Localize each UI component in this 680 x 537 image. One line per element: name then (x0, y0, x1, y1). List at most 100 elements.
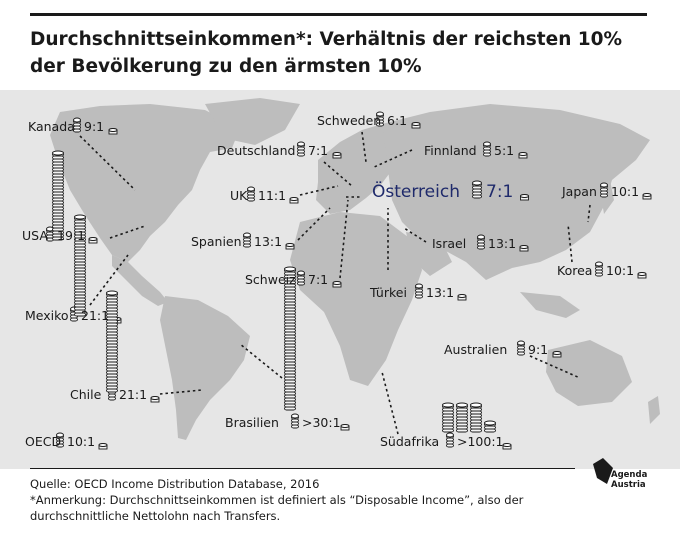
country-labels: Kanada 9:1 USA 19:1 Mexiko 21:1 Chile 21:1 Brasi… (22, 113, 639, 449)
label-stack-schweden (376, 111, 384, 127)
label-stack-japan (600, 182, 608, 198)
country-name-korea: Korea (557, 263, 592, 278)
country-name-brasilien: Brasilien (225, 415, 279, 430)
coin-deutschland (332, 152, 342, 159)
ratio-usa: 19:1 (57, 228, 85, 243)
label-stack-australien (517, 340, 525, 356)
big-stack-chile (106, 290, 118, 393)
coin-korea (637, 272, 647, 279)
big-stack-suedafrika-3 (470, 402, 482, 433)
connector-chile (159, 389, 203, 395)
country-name-finnland: Finnland (424, 143, 477, 158)
country-name-kanada: Kanada (28, 119, 75, 134)
source-text: Quelle: OECD Income Distribution Databas… (30, 477, 320, 491)
landmass-central-america (112, 255, 168, 306)
logo-line-1: Agenda (611, 470, 648, 480)
coin-oesterreich (520, 194, 529, 201)
world-map (50, 98, 660, 440)
ratio-australien: 9:1 (528, 342, 548, 357)
note-line-1: *Anmerkung: Durchschnittseinkommen ist d… (30, 493, 524, 507)
top-rule (30, 13, 647, 16)
ratio-oesterreich: 7:1 (486, 182, 513, 202)
coin-chile (150, 396, 160, 403)
coin-usa (88, 237, 98, 244)
country-name-mexiko: Mexiko (25, 308, 69, 323)
landmass-asia (382, 104, 650, 280)
label-stack-oesterreich (472, 180, 482, 199)
ratio-tuerkei: 13:1 (426, 285, 454, 300)
label-stack-usa (46, 226, 54, 242)
label-stack-oecd (56, 432, 64, 448)
landmass-new-zealand (648, 396, 660, 424)
source-notes: Quelle: OECD Income Distribution Databas… (30, 476, 523, 524)
landmass-australia (546, 340, 632, 406)
connector-israel (403, 227, 427, 243)
country-name-australien: Australien (444, 342, 507, 357)
label-stack-israel (477, 234, 485, 250)
country-name-spanien: Spanien (191, 234, 242, 249)
title-line-1: Durchschnittseinkommen*: Verhältnis der … (30, 29, 623, 50)
coin-japan (642, 193, 652, 200)
label-stack-deutschland (297, 141, 305, 157)
landmass-greenland (205, 98, 300, 145)
ratio-deutschland: 7:1 (308, 143, 328, 158)
country-name-uk: UK (230, 188, 248, 203)
country-name-japan: Japan (561, 184, 597, 199)
coin-kanada (108, 128, 118, 135)
landmass-europe (316, 124, 402, 214)
big-stack-suedafrika-1 (442, 402, 454, 433)
landmass-africa (290, 212, 422, 386)
country-name-usa: USA (22, 228, 48, 243)
agenda-austria-logo (593, 458, 613, 484)
ratio-israel: 13:1 (488, 236, 516, 251)
country-name-tuerkei: Türkei (369, 285, 407, 300)
coin-uk (289, 197, 299, 204)
label-stack-tuerkei (415, 283, 423, 299)
country-name-israel: Israel (432, 236, 466, 251)
ratio-kanada: 9:1 (84, 119, 104, 134)
country-name-deutschland: Deutschland (217, 143, 295, 158)
coin-spanien (285, 243, 295, 250)
connector-brasilien (239, 343, 283, 379)
big-stack-mexiko (74, 214, 86, 317)
connector-australien (529, 355, 581, 379)
logo-mark (593, 458, 613, 484)
coin-australien (552, 351, 562, 358)
ratio-finnland: 5:1 (494, 143, 514, 158)
footer-rule (30, 468, 575, 469)
label-stack-spanien (243, 232, 251, 248)
coin-brasilien (340, 424, 350, 431)
country-name-schweiz: Schweiz (245, 272, 296, 287)
connector-korea (567, 223, 573, 263)
landmass-south-america (160, 296, 250, 440)
big-stack-brasilien (284, 266, 296, 411)
ratio-mexiko: 21:1 (81, 308, 109, 323)
big-stack-suedafrika-4 (484, 420, 496, 433)
country-name-schweden: Schweden (317, 113, 381, 128)
coin-stacks (46, 111, 652, 450)
landmass-north-america (50, 104, 240, 262)
big-stack-usa (52, 150, 64, 241)
coin-israel (519, 245, 529, 252)
note-line-2: durchschnittliche Nettolohn nach Transfe… (30, 509, 281, 523)
ratio-spanien: 13:1 (254, 234, 282, 249)
ratio-suedafrika: >100:1 (457, 434, 504, 449)
country-name-oesterreich: Österreich (372, 180, 460, 202)
connector-uk (299, 185, 339, 196)
country-name-oecd: OECD (25, 434, 61, 449)
connector-lines (79, 131, 591, 435)
coin-schweiz (332, 281, 342, 288)
connector-suedafrika (381, 371, 399, 435)
connector-usa (109, 225, 146, 239)
country-name-suedafrika: Südafrika (380, 434, 439, 449)
connector-spanien (297, 207, 331, 241)
landmass-arabia (406, 232, 452, 276)
connector-finnland (371, 149, 413, 169)
ratio-schweiz: 7:1 (308, 272, 328, 287)
connector-kanada (79, 135, 136, 191)
connector-deutschland (323, 161, 353, 187)
ratio-schweden: 6:1 (387, 113, 407, 128)
ratio-brasilien: >30:1 (302, 415, 341, 430)
logo-line-2: Austria (611, 480, 646, 490)
